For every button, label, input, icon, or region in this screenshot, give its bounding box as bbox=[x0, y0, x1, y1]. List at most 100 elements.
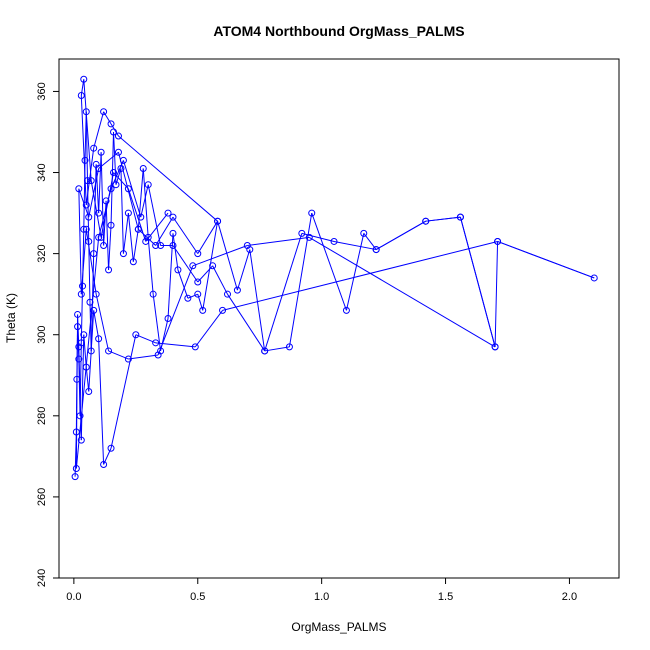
series-line-segment bbox=[93, 164, 97, 254]
data-point bbox=[142, 237, 150, 245]
series-line-segment bbox=[105, 200, 110, 270]
data-point bbox=[112, 181, 120, 189]
x-axis-label: OrgMass_PALMS bbox=[291, 620, 386, 634]
series-line-segment bbox=[90, 180, 102, 238]
series-line-segment bbox=[311, 212, 347, 311]
series-line-segment bbox=[103, 111, 112, 125]
data-point bbox=[97, 148, 105, 156]
x-tick-label: 0.0 bbox=[66, 591, 81, 603]
series-line-segment bbox=[118, 135, 218, 222]
data-point bbox=[134, 225, 142, 233]
data-point bbox=[169, 229, 177, 237]
series-line-segment bbox=[494, 241, 499, 347]
x-tick-label: 2.0 bbox=[562, 591, 577, 603]
data-point bbox=[169, 213, 177, 221]
data-point bbox=[82, 363, 90, 371]
data-point bbox=[105, 347, 113, 355]
data-point bbox=[372, 246, 380, 254]
series-line-segment bbox=[93, 310, 100, 339]
series-line-segment bbox=[83, 334, 87, 368]
series-line-segment bbox=[264, 346, 290, 352]
data-point bbox=[95, 164, 103, 172]
series-line-segment bbox=[95, 164, 100, 214]
series-line-segment bbox=[113, 172, 129, 190]
series-line-segment bbox=[333, 240, 377, 251]
data-point bbox=[82, 201, 90, 209]
data-point bbox=[144, 181, 152, 189]
data-point bbox=[83, 177, 91, 185]
data-point bbox=[72, 428, 80, 436]
y-axis-label: Theta (K) bbox=[4, 293, 18, 343]
series-line-segment bbox=[152, 294, 162, 352]
series-line-segment bbox=[88, 241, 91, 303]
x-tick-label: 0.5 bbox=[190, 591, 205, 603]
data-point bbox=[80, 225, 88, 233]
y-tick-label: 340 bbox=[36, 163, 48, 181]
series-line-segment bbox=[192, 245, 248, 267]
y-tick-label: 360 bbox=[36, 82, 48, 100]
data-point bbox=[360, 229, 368, 237]
data-point bbox=[119, 250, 127, 258]
data-point bbox=[107, 120, 115, 128]
data-point bbox=[152, 242, 160, 250]
data-point bbox=[72, 465, 80, 473]
data-point bbox=[90, 250, 98, 258]
series-line-segment bbox=[157, 265, 194, 356]
data-point bbox=[174, 266, 182, 274]
series-line-segment bbox=[110, 334, 137, 449]
data-point bbox=[87, 177, 95, 185]
data-point bbox=[82, 108, 90, 116]
series-line-segment bbox=[95, 294, 110, 352]
series-line-segment bbox=[227, 293, 266, 352]
series-line-segment bbox=[75, 237, 100, 469]
data-point bbox=[137, 213, 145, 221]
series-layer bbox=[71, 75, 598, 481]
data-point bbox=[223, 290, 231, 298]
data-point bbox=[422, 217, 430, 225]
data-point bbox=[308, 209, 316, 217]
series-line-segment bbox=[113, 131, 117, 185]
series-line-segment bbox=[75, 314, 79, 469]
series-line-segment bbox=[247, 236, 310, 247]
x-axis: 0.0 0.5 1.0 1.5 2.0 bbox=[66, 577, 577, 603]
data-point bbox=[110, 169, 118, 177]
data-point bbox=[82, 225, 90, 233]
series-line-segment bbox=[85, 111, 88, 181]
data-point bbox=[75, 343, 83, 351]
series-line-segment bbox=[85, 229, 97, 295]
series-line-segment bbox=[147, 184, 162, 246]
data-point bbox=[184, 294, 192, 302]
data-point bbox=[75, 355, 83, 363]
series-line-segment bbox=[93, 111, 105, 149]
y-tick-label: 320 bbox=[36, 244, 48, 262]
data-point bbox=[105, 266, 113, 274]
series-line-segment bbox=[100, 172, 115, 238]
series-line-segment bbox=[128, 354, 159, 360]
data-point bbox=[74, 323, 82, 331]
series-line-segment bbox=[425, 216, 461, 222]
data-point bbox=[107, 444, 115, 452]
series-line-segment bbox=[222, 240, 498, 311]
data-point bbox=[456, 213, 464, 221]
data-point bbox=[124, 185, 132, 193]
data-point bbox=[97, 233, 105, 241]
series-line-segment bbox=[80, 286, 84, 343]
data-point bbox=[219, 306, 227, 314]
data-point bbox=[75, 185, 83, 193]
y-tick-label: 280 bbox=[36, 407, 48, 425]
data-point bbox=[76, 412, 84, 420]
data-point bbox=[491, 343, 499, 351]
data-point bbox=[194, 250, 202, 258]
data-point bbox=[209, 262, 217, 270]
data-point bbox=[243, 242, 251, 250]
series-line-segment bbox=[167, 233, 174, 319]
series-line-segment bbox=[172, 233, 179, 270]
series-line-segment bbox=[177, 269, 189, 299]
data-point bbox=[100, 108, 108, 116]
series-line-segment bbox=[137, 168, 144, 230]
chart-title: ATOM4 Northbound OrgMass_PALMS bbox=[213, 23, 464, 39]
series-line-segment bbox=[98, 152, 102, 214]
data-point bbox=[85, 213, 93, 221]
series-line-segment bbox=[236, 249, 251, 291]
